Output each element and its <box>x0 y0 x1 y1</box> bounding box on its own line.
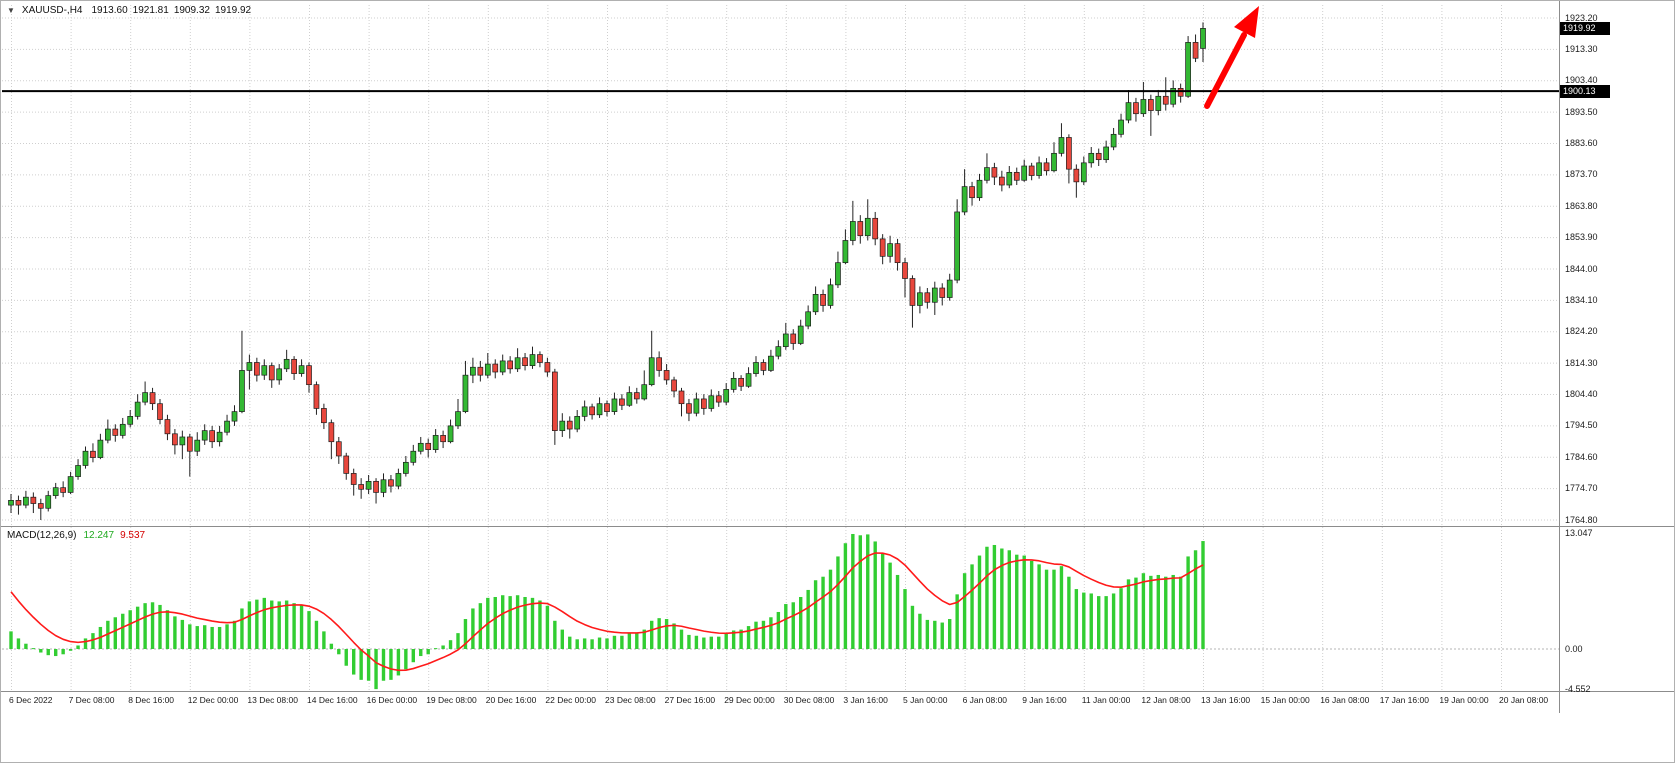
indicator-name: MACD(12,26,9) <box>7 530 77 541</box>
one-click-expander-icon[interactable]: ▼ <box>7 6 15 15</box>
price-axis-label: 1834.10 <box>1565 294 1598 305</box>
price-axis-label: 1893.50 <box>1565 106 1598 117</box>
grid-lines <box>2 5 1559 691</box>
candles-group <box>8 22 1206 521</box>
price-axis-label: 1764.80 <box>1565 514 1598 525</box>
time-axis-label: 9 Jan 16:00 <box>1022 695 1067 705</box>
price-axis-label: 1774.70 <box>1565 483 1598 494</box>
macd-histogram <box>9 533 1205 690</box>
ohlc-readout: ▼ XAUUSD-,H4 1913.60 1921.81 1909.32 1919.92 <box>7 5 256 16</box>
time-axis-label: 12 Jan 08:00 <box>1141 695 1191 705</box>
price-axis-label: 1863.80 <box>1565 200 1598 211</box>
panel-separators <box>1 1 1674 713</box>
price-axis-label: 1804.40 <box>1565 389 1598 399</box>
price-axis-label: 1814.30 <box>1565 357 1598 368</box>
price-axis-label: 1883.60 <box>1565 138 1598 148</box>
time-axis-label: 6 Dec 2022 <box>9 695 53 705</box>
time-axis-label: 8 Dec 16:00 <box>128 695 175 705</box>
breakout-arrow <box>1204 6 1259 109</box>
indicator-value-main: 12.247 <box>83 530 115 541</box>
time-axis-label: 27 Dec 16:00 <box>664 695 716 705</box>
time-axis-label: 22 Dec 00:00 <box>545 695 596 705</box>
time-axis-label: 30 Dec 08:00 <box>783 695 835 705</box>
macd-signal-line <box>10 552 1204 672</box>
time-axis-label: 13 Dec 08:00 <box>247 695 298 705</box>
price-axis-label: 1923.20 <box>1565 12 1598 23</box>
macd-axis-label: -4.552 <box>1565 683 1591 694</box>
time-axis-label: 19 Dec 08:00 <box>426 695 477 705</box>
macd-axis-label: 0.00 <box>1565 643 1583 654</box>
time-axis-label: 12 Dec 00:00 <box>187 695 239 705</box>
time-axis-label: 3 Jan 16:00 <box>843 695 888 705</box>
time-axis-label: 6 Jan 08:00 <box>962 695 1008 705</box>
ohlc-open: 1913.60 <box>91 5 128 16</box>
time-axis-label: 20 Dec 16:00 <box>485 695 537 705</box>
time-axis-label: 17 Jan 16:00 <box>1379 695 1429 705</box>
time-axis-label: 14 Dec 16:00 <box>307 695 358 705</box>
time-axis-label: 19 Jan 00:00 <box>1439 695 1489 705</box>
time-axis-label: 16 Jan 08:00 <box>1320 695 1370 705</box>
time-axis-label: 16 Dec 00:00 <box>366 695 418 705</box>
price-tag: 1919.92 <box>1560 21 1610 35</box>
price-axis-label: 1784.60 <box>1565 451 1598 462</box>
indicator-label: MACD(12,26,9) 12.247 9.537 <box>7 530 145 541</box>
price-axis-label: 1913.30 <box>1565 43 1598 54</box>
symbol-period: XAUUSD-,H4 <box>21 5 83 16</box>
time-axis-label: 23 Dec 08:00 <box>605 695 656 705</box>
time-axis-label: 29 Dec 00:00 <box>724 695 775 705</box>
time-axis-label: 11 Jan 00:00 <box>1081 695 1131 705</box>
time-axis-label: 13 Jan 16:00 <box>1201 695 1251 705</box>
price-axis-label: 1903.40 <box>1565 75 1598 86</box>
time-axis-label: 15 Jan 00:00 <box>1260 695 1310 705</box>
macd-axis-label: 13.047 <box>1565 528 1593 539</box>
time-axis-label: 7 Dec 08:00 <box>68 695 115 705</box>
price-axis-label: 1794.50 <box>1565 420 1598 431</box>
ohlc-high: 1921.81 <box>132 5 169 16</box>
indicator-value-signal: 9.537 <box>120 530 146 541</box>
price-axis-label: 1824.20 <box>1565 326 1598 337</box>
time-axis-label: 20 Jan 08:00 <box>1499 695 1549 705</box>
price-axis-label: 1853.90 <box>1565 232 1598 243</box>
ohlc-close: 1919.92 <box>214 5 252 16</box>
time-axis-label: 5 Jan 00:00 <box>903 695 948 705</box>
price-tag: 1900.13 <box>1560 84 1610 98</box>
price-axis-label: 1844.00 <box>1565 263 1598 274</box>
price-axis-label: 1873.70 <box>1565 169 1598 180</box>
ohlc-low: 1909.32 <box>173 5 210 16</box>
